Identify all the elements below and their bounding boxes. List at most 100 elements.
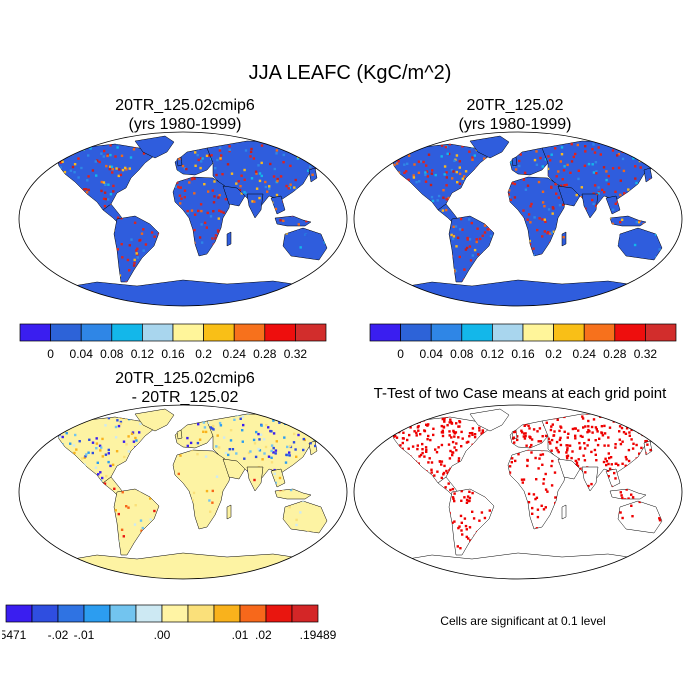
grid-cell <box>85 235 87 237</box>
grid-cell <box>93 241 95 243</box>
grid-cell <box>243 223 245 225</box>
grid-cell <box>269 296 271 298</box>
grid-cell <box>25 207 27 209</box>
grid-cell <box>300 303 302 305</box>
grid-cell <box>171 247 173 249</box>
grid-cell <box>244 133 246 135</box>
grid-cell <box>184 255 186 257</box>
grid-cell <box>316 200 319 203</box>
grid-cell <box>164 217 166 219</box>
grid-cell <box>63 153 65 155</box>
grid-cell <box>323 207 325 209</box>
grid-cell <box>46 284 48 286</box>
grid-cell <box>59 205 61 207</box>
grid-cell <box>189 239 191 241</box>
grid-cell <box>185 262 187 264</box>
grid-cell <box>164 239 166 241</box>
grid-cell <box>40 300 42 302</box>
grid-cell <box>51 135 53 137</box>
grid-cell <box>330 233 332 235</box>
grid-cell <box>43 155 45 157</box>
grid-cell <box>280 214 282 216</box>
grid-cell <box>90 231 92 233</box>
grid-cell <box>182 230 184 232</box>
grid-cell <box>319 215 321 217</box>
grid-cell <box>165 184 167 186</box>
grid-cell <box>51 239 53 241</box>
grid-cell <box>298 261 300 263</box>
grid-cell <box>323 178 325 180</box>
grid-cell <box>209 144 211 146</box>
grid-cell <box>87 256 89 258</box>
grid-cell <box>268 226 270 228</box>
grid-cell <box>128 195 130 197</box>
grid-cell <box>320 291 322 293</box>
grid-cell <box>332 204 334 206</box>
grid-cell <box>48 146 50 148</box>
grid-cell <box>114 155 117 158</box>
grid-cell <box>166 164 168 166</box>
grid-cell <box>249 303 251 305</box>
grid-cell <box>328 200 330 202</box>
grid-cell <box>345 133 347 135</box>
grid-cell <box>346 279 348 281</box>
grid-cell <box>68 295 70 297</box>
grid-cell <box>75 251 77 253</box>
grid-cell <box>270 244 272 246</box>
grid-cell <box>161 246 163 248</box>
grid-cell <box>333 169 335 171</box>
grid-cell <box>44 161 46 163</box>
grid-cell <box>52 221 54 223</box>
grid-cell <box>312 195 314 197</box>
grid-cell <box>166 226 168 228</box>
grid-cell <box>116 302 118 304</box>
grid-cell <box>329 132 331 134</box>
grid-cell <box>341 155 343 157</box>
grid-cell <box>261 240 263 242</box>
grid-cell <box>68 195 70 197</box>
grid-cell <box>34 189 36 191</box>
grid-cell <box>70 288 72 290</box>
grid-cell <box>52 284 54 286</box>
grid-cell <box>62 248 64 250</box>
grid-cell <box>169 150 171 152</box>
grid-cell <box>256 242 258 244</box>
grid-cell <box>89 280 91 282</box>
grid-cell <box>254 235 256 237</box>
grid-cell <box>167 179 169 181</box>
grid-cell <box>330 170 333 173</box>
grid-cell <box>321 293 323 295</box>
grid-cell <box>261 258 263 260</box>
grid-cell <box>220 266 222 268</box>
grid-cell <box>23 138 25 140</box>
grid-cell <box>109 227 111 229</box>
grid-cell <box>103 271 105 273</box>
grid-cell <box>144 192 147 195</box>
grid-cell <box>256 263 258 265</box>
grid-cell <box>32 145 34 147</box>
grid-cell <box>314 307 316 308</box>
grid-cell <box>80 263 82 265</box>
grid-cell <box>86 212 88 214</box>
grid-cell <box>69 300 71 302</box>
grid-cell <box>330 189 332 191</box>
grid-cell <box>242 132 244 134</box>
grid-cell <box>102 295 104 297</box>
grid-cell <box>108 257 110 259</box>
grid-cell <box>42 214 44 216</box>
grid-cell <box>146 136 148 138</box>
grid-cell <box>38 213 40 215</box>
grid-cell <box>330 239 332 241</box>
grid-cell <box>327 248 329 250</box>
grid-cell <box>263 254 265 256</box>
grid-cell <box>146 202 149 205</box>
grid-cell <box>131 277 135 280</box>
grid-cell <box>262 234 264 236</box>
grid-cell <box>302 307 304 308</box>
grid-cell <box>126 206 128 208</box>
grid-cell <box>35 274 37 276</box>
grid-cell <box>273 210 275 212</box>
grid-cell <box>62 198 64 200</box>
grid-cell <box>97 252 99 254</box>
grid-cell <box>318 182 321 185</box>
